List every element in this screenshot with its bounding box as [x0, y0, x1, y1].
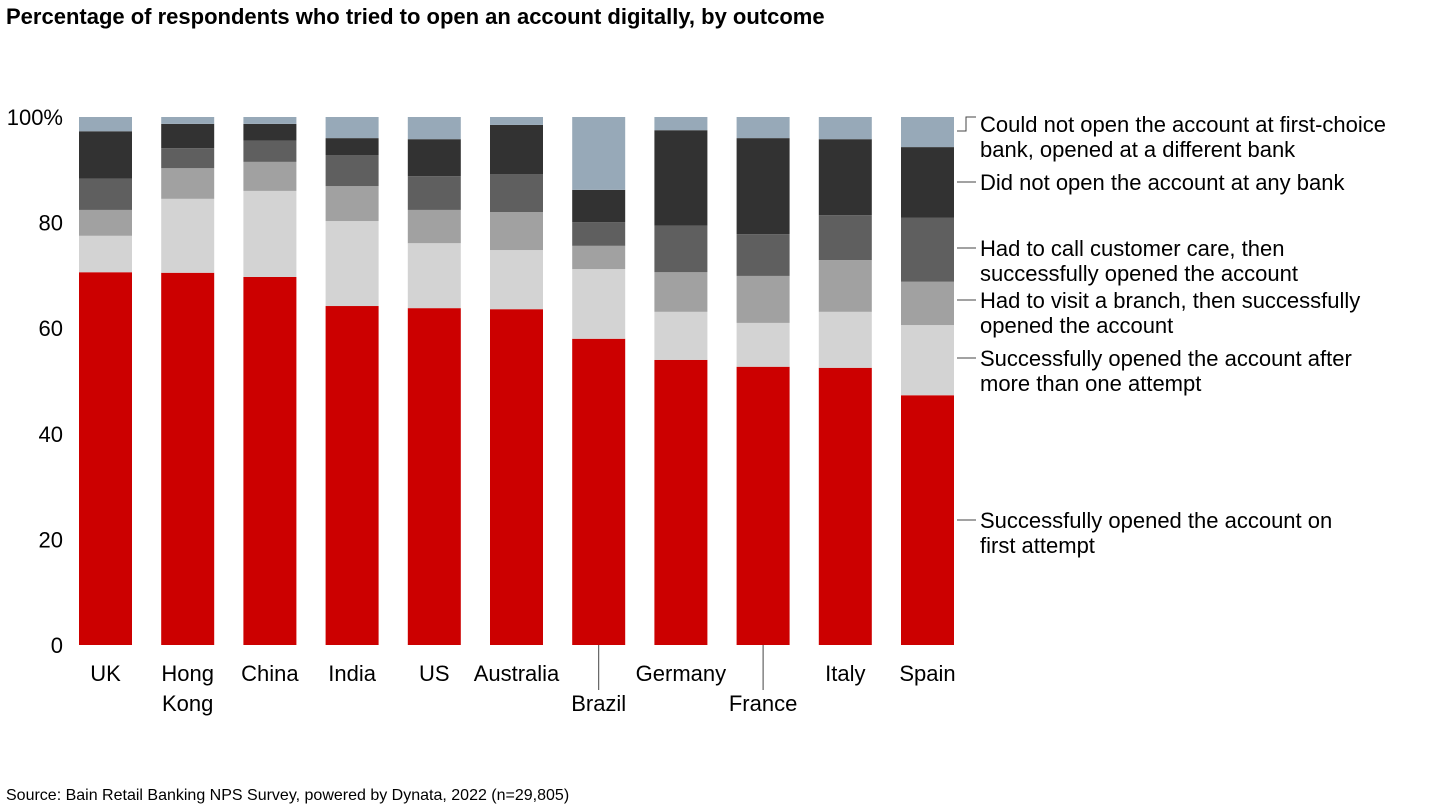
bar-segment: [572, 245, 626, 270]
bar-segment: [243, 123, 297, 141]
bar-segment: [818, 367, 872, 645]
bar-segment: [818, 215, 872, 261]
bar-segment: [79, 117, 132, 132]
bar-segment: [490, 212, 543, 251]
bar-segment: [736, 117, 790, 139]
chart-title: Percentage of respondents who tried to o…: [6, 4, 825, 29]
bar-segment: [79, 209, 132, 236]
bar-segment: [325, 221, 379, 307]
bar-segment: [901, 395, 954, 645]
bar-segment: [901, 147, 954, 218]
legend-label: Successfully opened the account after mor…: [980, 346, 1352, 396]
legend-label: Did not open the account at any bank: [980, 170, 1345, 195]
bar-segment: [654, 225, 708, 273]
bar-segment: [490, 174, 543, 213]
x-tick-label: Spain: [899, 661, 955, 686]
bar-segment: [407, 243, 461, 309]
bar-segment: [79, 178, 132, 210]
bar-segment: [325, 117, 379, 139]
x-tick-label: Brazil: [571, 691, 626, 716]
bar-segment: [490, 124, 543, 175]
legend-label: Could not open the account at first-choi…: [980, 112, 1386, 162]
x-tick-label: India: [328, 661, 376, 686]
bar-segment: [654, 272, 708, 312]
bar-segment: [325, 138, 379, 156]
bar-segment: [572, 117, 626, 190]
bar-segment: [79, 131, 132, 179]
bar-segment: [818, 311, 872, 368]
bar-segment: [243, 117, 297, 124]
bar-segment: [79, 272, 132, 645]
bar-segment: [901, 325, 954, 396]
bar-segment: [161, 272, 215, 645]
bar-segment: [407, 209, 461, 244]
bar-segment: [736, 275, 790, 323]
bar-segment: [243, 140, 297, 162]
x-tick-label: Hong Kong: [161, 661, 214, 716]
bar-segment: [407, 117, 461, 140]
bar-segment: [901, 117, 954, 148]
bar-segment: [654, 311, 708, 360]
bar-segment: [161, 123, 215, 149]
bar-segment: [325, 155, 379, 187]
x-tick-label: Germany: [636, 661, 726, 686]
bar-segment: [736, 322, 790, 367]
bar-segment: [901, 281, 954, 326]
bar-segment: [818, 117, 872, 140]
y-tick-label: 80: [39, 211, 63, 236]
x-tick-label: Australia: [474, 661, 560, 686]
y-tick-label: 40: [39, 422, 63, 447]
bar-segment: [325, 306, 379, 645]
bar-segment: [161, 168, 215, 199]
bar-segment: [818, 260, 872, 312]
y-tick-label: 20: [39, 527, 63, 552]
legend-label: Had to visit a branch, then successfully…: [980, 288, 1360, 338]
bar-segment: [243, 161, 297, 191]
bar-segment: [572, 269, 626, 339]
bar-segment: [736, 366, 790, 645]
bar-segment: [161, 148, 215, 169]
bar-segment: [654, 117, 708, 131]
bar-segment: [243, 190, 297, 277]
bar-segment: [325, 186, 379, 222]
y-tick-label: 0: [51, 633, 63, 658]
source-note: Source: Bain Retail Banking NPS Survey, …: [6, 787, 570, 804]
bar-segment: [654, 359, 708, 645]
bar-segment: [818, 139, 872, 216]
x-tick-label: UK: [90, 661, 121, 686]
legend-label: Had to call customer care, then successfu…: [980, 236, 1298, 286]
bar-segment: [407, 176, 461, 210]
bar-segment: [490, 250, 543, 310]
y-tick-label: 100%: [7, 105, 63, 130]
bar-segment: [736, 234, 790, 276]
x-tick-label: China: [241, 661, 299, 686]
x-tick-label: France: [729, 691, 797, 716]
bar-segment: [901, 217, 954, 282]
bar-segment: [654, 130, 708, 226]
y-tick-label: 60: [39, 316, 63, 341]
bar-segment: [79, 235, 132, 273]
x-tick-label: US: [419, 661, 450, 686]
bar-segment: [572, 222, 626, 246]
bar-segment: [161, 198, 215, 273]
bar-segment: [490, 117, 543, 125]
bar-segment: [736, 138, 790, 235]
bar-segment: [572, 338, 626, 645]
bar-segment: [161, 117, 215, 124]
bar-segment: [243, 276, 297, 645]
legend-leader: [957, 116, 976, 132]
x-tick-label: Italy: [825, 661, 865, 686]
bar-segment: [490, 309, 543, 645]
legend-label: Successfully opened the account on first …: [980, 508, 1332, 558]
bar-segment: [407, 139, 461, 177]
bar-segment: [407, 308, 461, 645]
bar-segment: [572, 189, 626, 223]
